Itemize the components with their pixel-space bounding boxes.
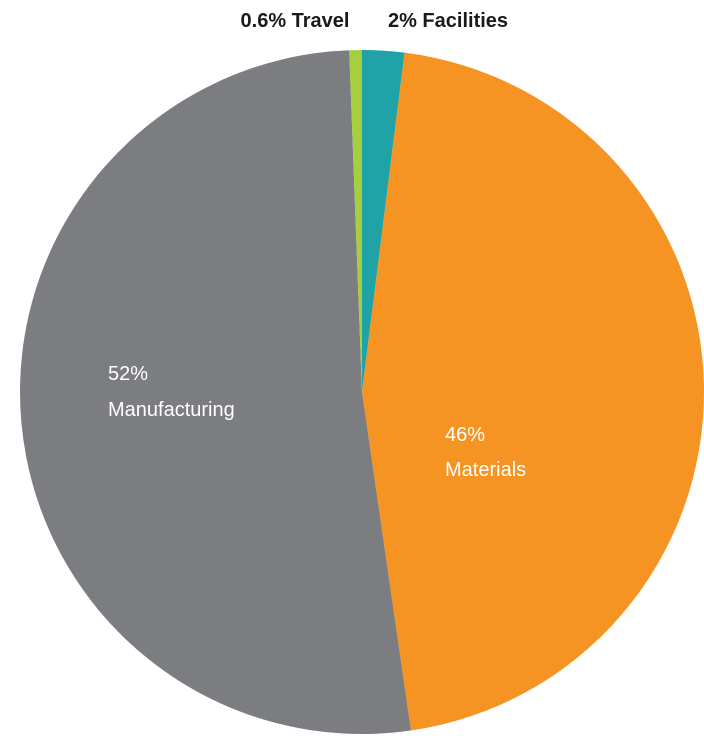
slice-label-manufacturing-name: Manufacturing bbox=[108, 399, 235, 421]
slice-label-materials-value: 46% bbox=[445, 424, 485, 446]
slice-label-manufacturing-value: 52% bbox=[108, 363, 148, 385]
slice-label-facilities: 2% Facilities bbox=[388, 10, 508, 32]
slice-label-materials-name: Materials bbox=[445, 459, 526, 481]
pie-slice-materials bbox=[362, 52, 704, 731]
pie-slice-manufacturing bbox=[20, 50, 411, 734]
pie-slice-facilities bbox=[362, 50, 405, 392]
pie-slice-travel bbox=[349, 50, 362, 392]
slice-label-travel: 0.6% Travel bbox=[241, 10, 350, 32]
pie-slices bbox=[20, 50, 704, 734]
